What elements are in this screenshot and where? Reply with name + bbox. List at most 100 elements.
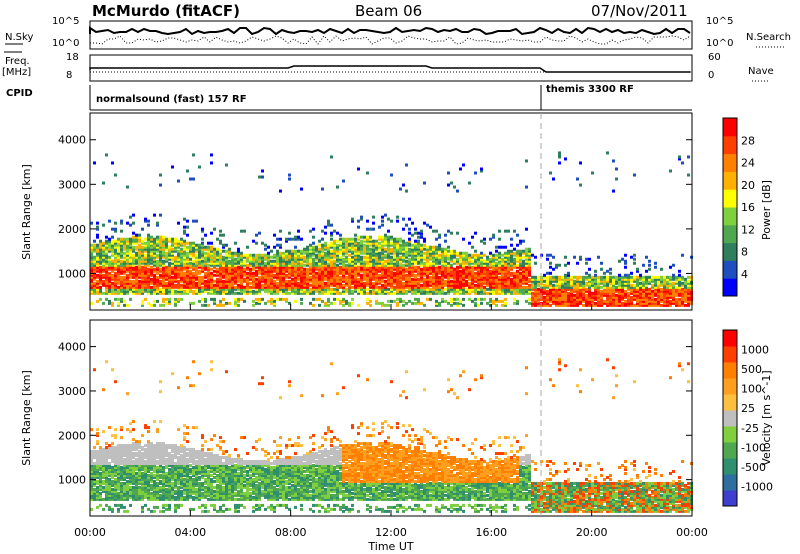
power-cell: [510, 255, 513, 259]
power-cell: [573, 287, 576, 291]
power-cell: [408, 277, 411, 281]
power-cell: [438, 249, 441, 253]
power-cell: [270, 263, 273, 267]
power-cell: [435, 261, 438, 265]
power-cell: [372, 227, 375, 231]
power-cell: [255, 273, 258, 277]
power-cell: [393, 291, 396, 295]
power-cell: [549, 281, 552, 285]
power-cell: [267, 245, 270, 249]
power-cell: [630, 277, 633, 281]
power-cell: [276, 269, 279, 273]
power-cell: [168, 285, 171, 289]
power-cell: [405, 189, 408, 193]
velocity-cell: [90, 462, 93, 466]
power-cell: [132, 245, 135, 249]
power-cell: [645, 283, 648, 287]
power-cell: [204, 245, 207, 249]
power-cell: [663, 291, 666, 295]
power-cell: [333, 241, 336, 245]
power-cell: [495, 281, 498, 285]
power-cell: [132, 269, 135, 273]
power-cell: [480, 277, 483, 281]
power-cell: [105, 239, 108, 243]
power-cell: [339, 279, 342, 283]
power-cell: [501, 281, 504, 285]
power-cell: [219, 263, 222, 267]
velocity-cell: [99, 491, 102, 495]
power-cell: [177, 275, 180, 279]
power-cell: [399, 247, 402, 251]
power-cell: [201, 229, 204, 233]
power-cell: [372, 273, 375, 277]
power-cell: [525, 185, 528, 189]
power-cell: [345, 271, 348, 275]
power-cell: [453, 279, 456, 283]
power-cell: [588, 257, 591, 261]
power-cell: [687, 155, 690, 159]
power-cell: [123, 275, 126, 279]
power-cell: [579, 293, 582, 297]
power-cell: [582, 281, 585, 285]
power-cell: [594, 283, 597, 287]
power-cell: [423, 261, 426, 265]
power-cell: [270, 273, 273, 277]
power-cell: [624, 293, 627, 297]
power-cell: [399, 273, 402, 277]
power-cell: [150, 237, 153, 241]
power-cell: [213, 259, 216, 263]
power-cell: [528, 263, 531, 267]
power-cell: [477, 263, 480, 267]
power-cell: [486, 273, 489, 277]
power-cell: [582, 275, 585, 279]
power-cell: [327, 253, 330, 257]
power-cell: [303, 263, 306, 267]
power-cell: [381, 241, 384, 245]
power-cell: [402, 283, 405, 287]
power-cell: [177, 299, 180, 303]
power-cell: [477, 283, 480, 287]
power-cell: [156, 259, 159, 263]
velocity-cell: [105, 489, 108, 493]
power-cell: [378, 269, 381, 273]
power-cell: [312, 275, 315, 279]
power-cell: [312, 257, 315, 261]
power-cell: [312, 271, 315, 275]
power-cell: [579, 281, 582, 285]
power-cell: [363, 285, 366, 289]
power-cell: [570, 297, 573, 301]
power-cell: [612, 281, 615, 285]
power-cell: [339, 271, 342, 275]
power-cell: [354, 271, 357, 275]
power-cell: [309, 249, 312, 253]
velocity-cell: [108, 489, 111, 493]
power-cell: [240, 279, 243, 283]
power-cell: [147, 259, 150, 263]
power-cell: [396, 247, 399, 251]
power-cell: [564, 255, 567, 259]
power-cell: [492, 267, 495, 271]
power-cell: [399, 271, 402, 275]
velocity-cell: [114, 380, 117, 384]
velocity-cell: [102, 430, 105, 434]
power-cell: [204, 263, 207, 267]
power-cell: [147, 241, 150, 245]
power-cell: [108, 289, 111, 293]
power-cell: [486, 259, 489, 263]
power-cell: [633, 293, 636, 297]
power-cell: [114, 239, 117, 243]
power-cell: [378, 273, 381, 277]
power-cell: [552, 297, 555, 301]
power-cell: [288, 177, 291, 181]
power-cell: [387, 239, 390, 243]
power-cell: [279, 237, 282, 241]
power-cell: [390, 269, 393, 273]
power-cell: [477, 287, 480, 291]
power-cell: [663, 301, 666, 305]
power-cell: [618, 273, 621, 277]
power-cell: [390, 261, 393, 265]
power-cell: [354, 245, 357, 249]
power-cell: [375, 255, 378, 259]
power-cell: [390, 285, 393, 289]
power-cell: [678, 285, 681, 289]
